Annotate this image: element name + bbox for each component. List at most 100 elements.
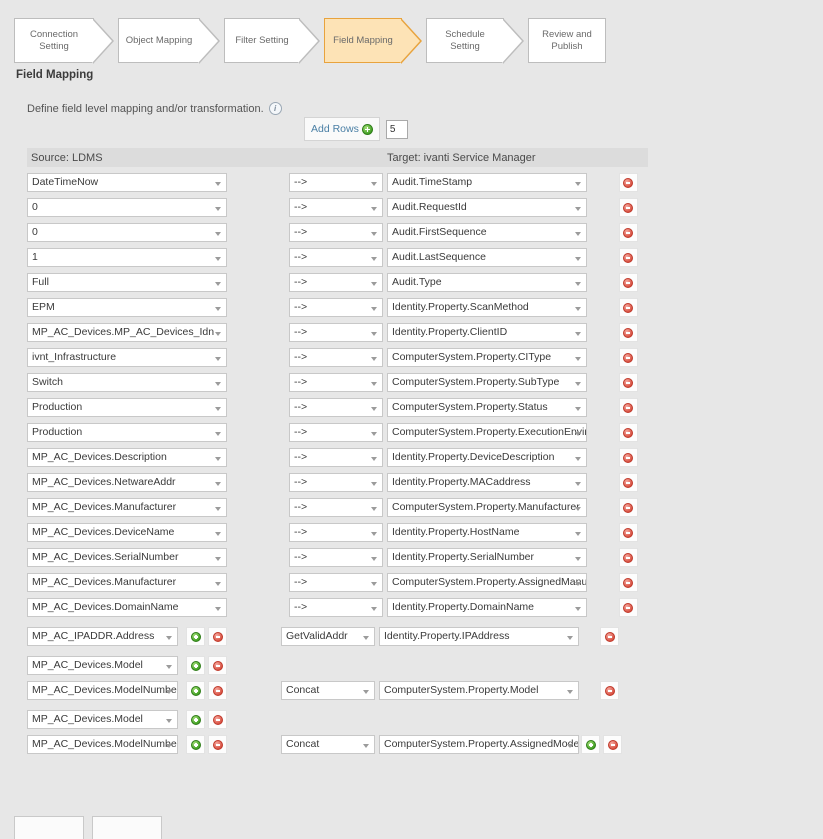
transform-select[interactable]: --> [289,223,383,242]
source-field-select[interactable]: Production [27,398,227,417]
remove-row-button[interactable] [603,735,622,754]
source-field-select[interactable]: ivnt_Infrastructure [27,348,227,367]
remove-row-button[interactable] [618,173,638,192]
target-field-select[interactable]: ComputerSystem.Property.Manufacturer [387,498,587,517]
target-field-select[interactable]: Identity.Property.HostName [387,523,587,542]
target-field-select[interactable]: ComputerSystem.Property.Status [387,398,587,417]
target-field-select[interactable]: ComputerSystem.Property.CIType [387,348,587,367]
target-field-select[interactable]: Audit.LastSequence [387,248,587,267]
wizard-step-schedule-setting[interactable]: Schedule Setting [426,18,524,64]
transform-select[interactable]: --> [289,298,383,317]
source-field-select[interactable]: EPM [27,298,227,317]
target-field-select[interactable]: ComputerSystem.Property.Model [379,681,579,700]
source-field-select[interactable]: MP_AC_Devices.SerialNumber [27,548,227,567]
source-field-select[interactable]: MP_AC_Devices.Model [27,656,178,675]
target-field-select[interactable]: ComputerSystem.Property.ExecutionEnviron [387,423,587,442]
target-field-select[interactable]: Identity.Property.DeviceDescription [387,448,587,467]
info-icon[interactable]: i [268,102,282,115]
add-source-button[interactable] [186,710,205,729]
remove-row-button[interactable] [618,273,638,292]
remove-row-button[interactable] [618,448,638,467]
transform-select[interactable]: GetValidAddr [281,627,375,646]
source-field-select[interactable]: MP_AC_Devices.MP_AC_Devices_Idn [27,323,227,342]
source-field-select[interactable]: Switch [27,373,227,392]
footer-button-2[interactable] [92,816,162,839]
transform-select[interactable]: --> [289,523,383,542]
remove-row-button[interactable] [618,423,638,442]
add-source-button[interactable] [186,656,205,675]
remove-row-button[interactable] [618,223,638,242]
remove-row-button[interactable] [618,573,638,592]
transform-select[interactable]: --> [289,173,383,192]
transform-select[interactable]: --> [289,398,383,417]
transform-select[interactable]: Concat [281,735,375,754]
transform-select[interactable]: --> [289,198,383,217]
source-field-select[interactable]: MP_AC_Devices.Model [27,710,178,729]
source-field-select[interactable]: MP_AC_Devices.Manufacturer [27,573,227,592]
transform-select[interactable]: Concat [281,681,375,700]
target-field-select[interactable]: Identity.Property.DomainName [387,598,587,617]
wizard-step-filter-setting[interactable]: Filter Setting [224,18,320,64]
target-field-select[interactable]: Identity.Property.SerialNumber [387,548,587,567]
target-field-select[interactable]: ComputerSystem.Property.AssignedModel [379,735,579,754]
add-target-button[interactable] [581,735,600,754]
target-field-select[interactable]: ComputerSystem.Property.SubType [387,373,587,392]
transform-select[interactable]: --> [289,423,383,442]
source-field-select[interactable]: DateTimeNow [27,173,227,192]
remove-row-button[interactable] [600,681,619,700]
remove-row-button[interactable] [618,473,638,492]
transform-select[interactable]: --> [289,348,383,367]
transform-select[interactable]: --> [289,448,383,467]
wizard-step-object-mapping[interactable]: Object Mapping [118,18,220,64]
remove-row-button[interactable] [600,627,619,646]
add-source-button[interactable] [186,627,205,646]
source-field-select[interactable]: MP_AC_Devices.NetwareAddr [27,473,227,492]
remove-row-button[interactable] [618,248,638,267]
remove-row-button[interactable] [618,598,638,617]
remove-row-button[interactable] [618,373,638,392]
source-field-select[interactable]: 0 [27,223,227,242]
remove-row-button[interactable] [618,348,638,367]
add-rows-button[interactable]: Add Rows [304,117,380,141]
remove-row-button[interactable] [618,548,638,567]
target-field-select[interactable]: Identity.Property.ClientID [387,323,587,342]
remove-source-button[interactable] [208,735,227,754]
remove-source-button[interactable] [208,710,227,729]
footer-button-1[interactable] [14,816,84,839]
transform-select[interactable]: --> [289,498,383,517]
transform-select[interactable]: --> [289,273,383,292]
transform-select[interactable]: --> [289,573,383,592]
source-field-select[interactable]: MP_AC_Devices.DeviceName [27,523,227,542]
transform-select[interactable]: --> [289,248,383,267]
add-source-button[interactable] [186,735,205,754]
remove-source-button[interactable] [208,627,227,646]
target-field-select[interactable]: ComputerSystem.Property.AssignedManufa [387,573,587,592]
target-field-select[interactable]: Audit.RequestId [387,198,587,217]
source-field-select[interactable]: 1 [27,248,227,267]
source-field-select[interactable]: MP_AC_Devices.Manufacturer [27,498,227,517]
remove-row-button[interactable] [618,198,638,217]
row-count-input[interactable] [385,119,408,139]
source-field-select[interactable]: MP_AC_Devices.ModelNumber [27,735,178,754]
wizard-step-field-mapping[interactable]: Field Mapping [324,18,422,64]
source-field-select[interactable]: MP_AC_Devices.DomainName [27,598,227,617]
source-field-select[interactable]: MP_AC_Devices.Description [27,448,227,467]
target-field-select[interactable]: Audit.Type [387,273,587,292]
source-field-select[interactable]: Full [27,273,227,292]
wizard-step-connection-setting[interactable]: Connection Setting [14,18,114,64]
source-field-select[interactable]: Production [27,423,227,442]
remove-row-button[interactable] [618,323,638,342]
remove-source-button[interactable] [208,681,227,700]
target-field-select[interactable]: Audit.TimeStamp [387,173,587,192]
transform-select[interactable]: --> [289,598,383,617]
transform-select[interactable]: --> [289,323,383,342]
remove-row-button[interactable] [618,523,638,542]
target-field-select[interactable]: Audit.FirstSequence [387,223,587,242]
add-source-button[interactable] [186,681,205,700]
transform-select[interactable]: --> [289,548,383,567]
remove-row-button[interactable] [618,298,638,317]
remove-source-button[interactable] [208,656,227,675]
remove-row-button[interactable] [618,398,638,417]
source-field-select[interactable]: MP_AC_IPADDR.Address [27,627,178,646]
remove-row-button[interactable] [618,498,638,517]
